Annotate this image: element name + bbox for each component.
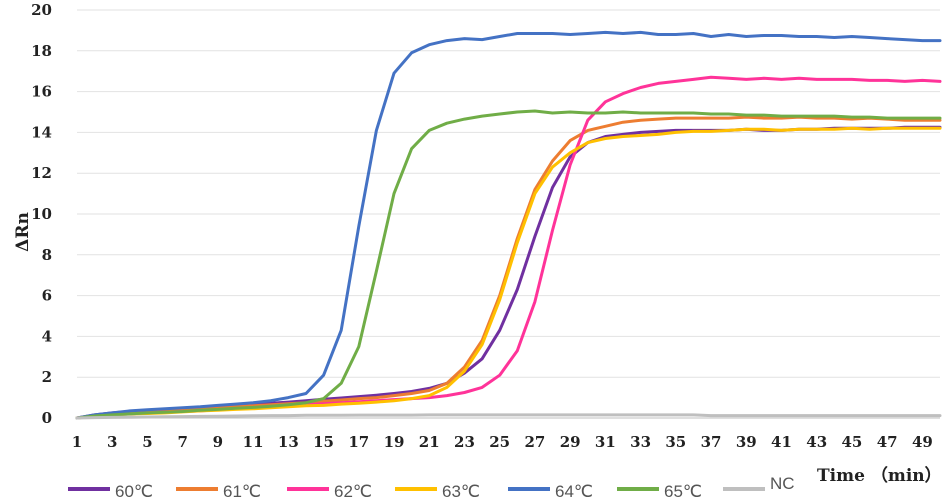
- x-tick-label: 45: [842, 433, 863, 451]
- y-tick-label: 8: [42, 246, 52, 264]
- x-tick-label: 49: [912, 433, 933, 451]
- y-tick-label: 18: [31, 42, 52, 60]
- series-line-6: [75, 413, 942, 420]
- x-tick-label: 11: [243, 433, 264, 451]
- x-tick-label: 29: [560, 433, 581, 451]
- x-tick-label: 27: [524, 433, 545, 451]
- x-tick-label: 41: [771, 433, 792, 451]
- x-tick-label: 7: [177, 433, 187, 451]
- series-line-5: [75, 109, 942, 420]
- legend: 60℃ 61℃ 62℃ 63℃ 64℃ 65℃ NC: [68, 474, 795, 501]
- x-tick-label: 13: [278, 433, 299, 451]
- y-tick-label: 10: [31, 205, 52, 223]
- y-tick-label: 4: [42, 327, 52, 345]
- gridlines: [77, 9, 940, 419]
- x-tick-label: 31: [595, 433, 616, 451]
- x-tick-label: 5: [142, 433, 152, 451]
- x-tick-label: 25: [489, 433, 510, 451]
- y-tick-label: 0: [42, 409, 52, 427]
- y-tick-label: 12: [31, 164, 52, 182]
- x-tick-label: 47: [877, 433, 898, 451]
- x-tick-label: 23: [454, 433, 475, 451]
- x-tick-label: 35: [665, 433, 686, 451]
- x-tick-label: 33: [630, 433, 651, 451]
- y-tick-label: 2: [42, 368, 52, 386]
- y-tick-label: 20: [31, 1, 52, 19]
- legend-label: 60℃: [115, 482, 153, 501]
- x-tick-label: 15: [313, 433, 334, 451]
- legend-label: 62℃: [334, 482, 372, 501]
- x-tick-label: 21: [419, 433, 440, 451]
- y-axis-ticks: 0 2 4 6 8 10 12 14 16 18 20: [31, 1, 52, 427]
- legend-label: 61℃: [223, 482, 261, 501]
- x-tick-label: 3: [107, 433, 117, 451]
- y-tick-label: 14: [31, 123, 52, 141]
- x-axis-title: Time （min）: [817, 465, 942, 486]
- series-line-4: [75, 30, 942, 420]
- y-tick-label: 6: [42, 287, 52, 305]
- x-tick-label: 17: [348, 433, 369, 451]
- x-tick-label: 9: [213, 433, 223, 451]
- legend-label: NC: [770, 474, 795, 493]
- y-tick-label: 16: [31, 83, 52, 101]
- x-tick-label: 1: [72, 433, 82, 451]
- series-line-3: [75, 126, 942, 420]
- x-tick-label: 39: [736, 433, 757, 451]
- x-axis-ticks: 1 3 5 7 9 11 13 15 17 19 21 23 25 27 29 31 33 35 37 39 41 43 4…: [72, 433, 933, 451]
- y-axis-title: ΔRn: [13, 212, 33, 252]
- x-tick-label: 43: [806, 433, 827, 451]
- legend-label: 65℃: [664, 482, 702, 501]
- series-lines: [75, 30, 942, 420]
- x-tick-label: 19: [384, 433, 405, 451]
- legend-label: 63℃: [442, 482, 480, 501]
- legend-label: 64℃: [555, 482, 593, 501]
- x-tick-label: 37: [701, 433, 722, 451]
